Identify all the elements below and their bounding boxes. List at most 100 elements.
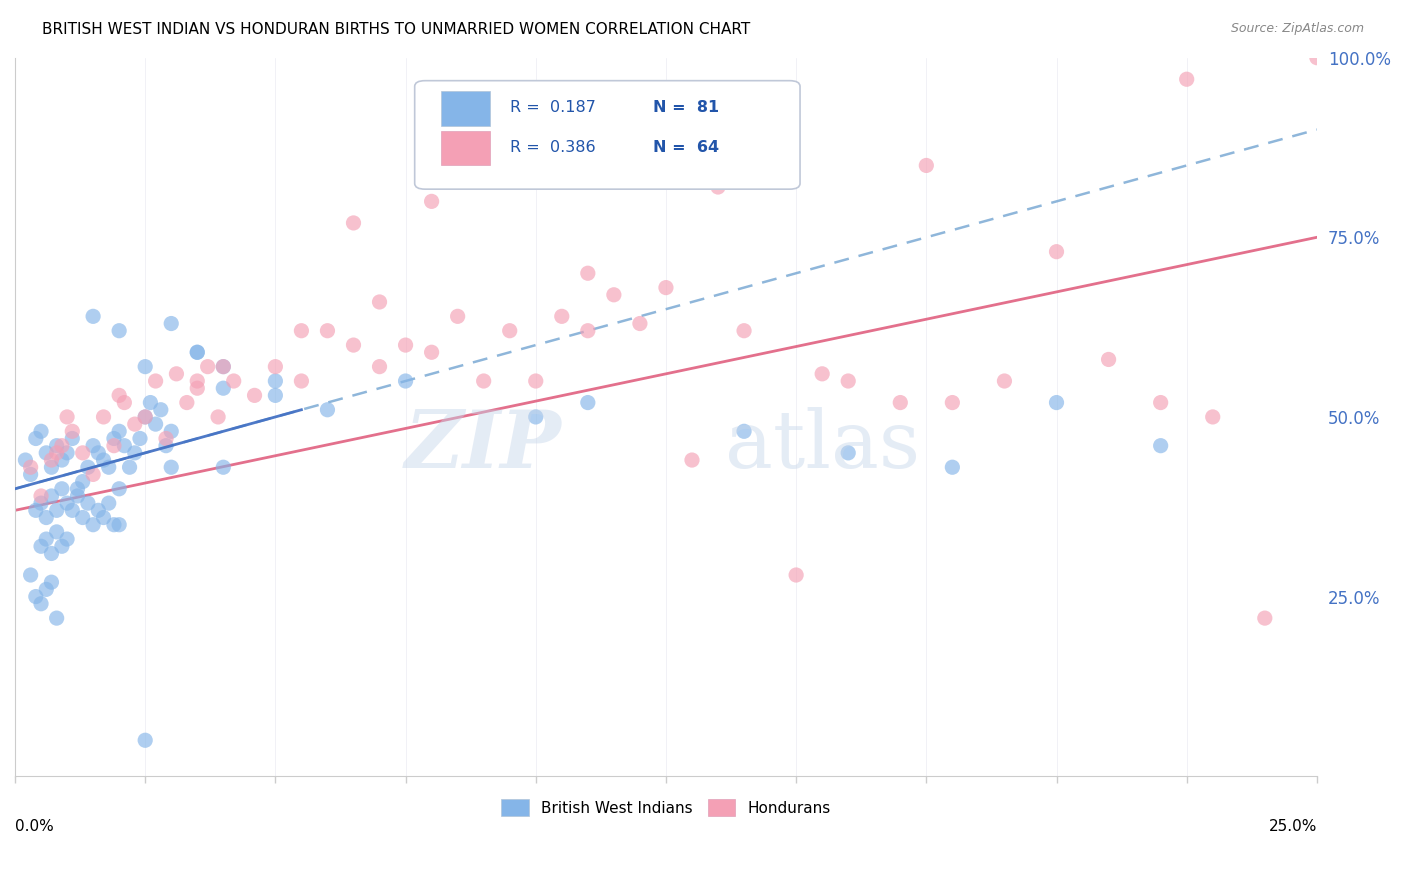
Point [889, 395, 911, 409]
Point [108, 517, 131, 532]
Point [1097, 352, 1119, 367]
Point [24, 590, 46, 604]
Point [446, 310, 468, 324]
Point [1175, 72, 1198, 87]
Point [993, 374, 1015, 388]
Point [20, 460, 42, 475]
Point [66, 482, 89, 496]
Point [222, 374, 245, 388]
Point [290, 374, 312, 388]
Text: Source: ZipAtlas.com: Source: ZipAtlas.com [1230, 22, 1364, 36]
Point [176, 395, 198, 409]
Point [1150, 439, 1173, 453]
Point [165, 367, 187, 381]
Point [1150, 395, 1173, 409]
Point [264, 359, 287, 374]
Point [51, 482, 73, 496]
Point [145, 374, 167, 388]
Point [56, 409, 79, 424]
Point [56, 446, 79, 460]
FancyBboxPatch shape [440, 131, 491, 165]
Point [368, 295, 391, 310]
Point [576, 324, 599, 338]
Text: 0.0%: 0.0% [15, 819, 53, 834]
Text: R =  0.187: R = 0.187 [510, 101, 596, 115]
Point [342, 216, 364, 230]
Point [103, 517, 125, 532]
Point [129, 432, 152, 446]
Point [30, 425, 52, 439]
Point [941, 460, 963, 475]
Point [45, 611, 67, 625]
Point [524, 374, 547, 388]
Point [212, 359, 235, 374]
Point [186, 345, 208, 359]
Point [51, 539, 73, 553]
Point [628, 317, 651, 331]
Point [576, 266, 599, 280]
Point [243, 388, 266, 402]
Point [576, 395, 599, 409]
Point [603, 287, 626, 301]
FancyBboxPatch shape [440, 92, 491, 126]
Point [45, 524, 67, 539]
Point [60, 432, 83, 446]
Point [35, 582, 58, 597]
Point [82, 310, 104, 324]
Point [45, 446, 67, 460]
Text: 25.0%: 25.0% [1268, 819, 1317, 834]
Point [41, 489, 63, 503]
Point [524, 409, 547, 424]
Point [112, 439, 135, 453]
Point [420, 345, 443, 359]
Point [72, 510, 94, 524]
Point [145, 417, 167, 431]
Point [108, 324, 131, 338]
Point [93, 510, 115, 524]
Point [368, 359, 391, 374]
Point [103, 439, 125, 453]
Point [35, 532, 58, 546]
Point [72, 475, 94, 489]
Point [124, 417, 146, 431]
Point [941, 395, 963, 409]
Point [112, 395, 135, 409]
Text: R =  0.386: R = 0.386 [510, 140, 595, 155]
Point [197, 359, 219, 374]
Point [155, 432, 177, 446]
Point [30, 496, 52, 510]
Point [837, 446, 859, 460]
Point [24, 432, 46, 446]
Point [1045, 395, 1067, 409]
Point [394, 374, 416, 388]
Point [1202, 409, 1225, 424]
Legend: British West Indians, Hondurans: British West Indians, Hondurans [495, 793, 837, 822]
Point [108, 388, 131, 402]
Point [212, 359, 235, 374]
Point [316, 324, 339, 338]
Point [681, 453, 703, 467]
Point [87, 503, 110, 517]
Point [30, 597, 52, 611]
Point [14, 453, 37, 467]
Point [87, 446, 110, 460]
Point [82, 517, 104, 532]
Point [103, 432, 125, 446]
Point [290, 324, 312, 338]
Point [655, 280, 678, 294]
Point [66, 489, 89, 503]
Point [186, 374, 208, 388]
Point [72, 446, 94, 460]
Point [160, 425, 183, 439]
Point [77, 460, 100, 475]
Point [93, 453, 115, 467]
Point [41, 575, 63, 590]
Point [41, 460, 63, 475]
Point [264, 374, 287, 388]
Point [212, 381, 235, 395]
Point [212, 460, 235, 475]
Point [264, 388, 287, 402]
Point [1306, 51, 1329, 65]
Point [785, 568, 807, 582]
Point [186, 345, 208, 359]
